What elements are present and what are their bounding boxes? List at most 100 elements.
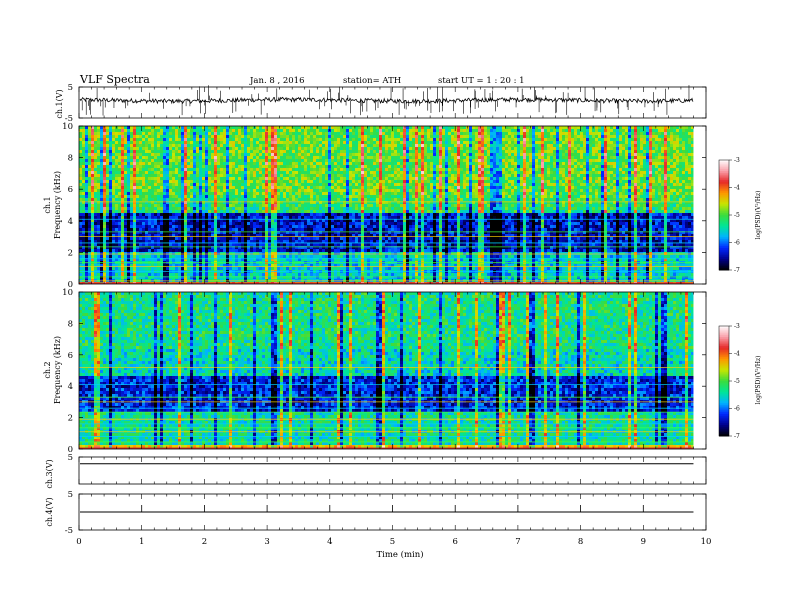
p2-cell — [361, 156, 364, 159]
p2-cell — [295, 168, 298, 171]
p2-cell — [301, 189, 304, 192]
p2-cell — [88, 135, 91, 138]
p2-cell — [625, 189, 628, 192]
p2-cell — [490, 141, 493, 144]
p2-cell — [568, 126, 571, 129]
p2-cell — [637, 168, 640, 171]
p2-cell — [145, 174, 148, 177]
p2-cell — [382, 192, 385, 195]
p2-cell — [574, 162, 577, 165]
p2-cell — [475, 174, 478, 177]
p2-cell — [340, 189, 343, 192]
p2-cell — [643, 129, 646, 132]
p2-cell — [619, 147, 622, 150]
p2-cell — [502, 159, 505, 162]
p2-cell — [307, 186, 310, 189]
p2-cell — [262, 186, 265, 189]
p2-cell — [628, 129, 631, 132]
p2-cell — [157, 165, 160, 168]
p2-cell — [601, 174, 604, 177]
p2-cell — [193, 165, 196, 168]
p2-cell — [160, 144, 163, 147]
p2-cell — [523, 189, 526, 192]
p2-cell — [217, 174, 220, 177]
p2-cell — [505, 132, 508, 135]
p2-cell — [253, 159, 256, 162]
p2-cell — [370, 147, 373, 150]
p2-cell — [400, 168, 403, 171]
p2-cell — [241, 159, 244, 162]
p2-cell — [343, 156, 346, 159]
p2-cell — [661, 153, 664, 156]
p2-cell — [460, 177, 463, 180]
p2-cell — [154, 183, 157, 186]
p2-cell — [598, 168, 601, 171]
p2-cell — [130, 186, 133, 189]
p2-cell — [532, 153, 535, 156]
p2-cell — [220, 147, 223, 150]
p2-cell — [97, 171, 100, 174]
p2-cell — [598, 156, 601, 159]
p2-cell — [391, 174, 394, 177]
p2-cell — [619, 192, 622, 195]
p2-cell — [376, 189, 379, 192]
p2-cell — [580, 192, 583, 195]
p2-cell — [169, 144, 172, 147]
p2-cell — [421, 168, 424, 171]
p2-cell — [250, 192, 253, 195]
p2-cell — [643, 141, 646, 144]
p2-cell — [418, 144, 421, 147]
p2-cell — [532, 129, 535, 132]
p2-cell — [199, 132, 202, 135]
p2-cell — [346, 162, 349, 165]
p2-cell — [508, 150, 511, 153]
p2-cell — [172, 177, 175, 180]
p2-cell — [580, 129, 583, 132]
p2-cell — [388, 177, 391, 180]
p2-cell — [493, 144, 496, 147]
p2-cell — [148, 174, 151, 177]
p2-cell — [550, 144, 553, 147]
p2-cell — [244, 153, 247, 156]
p2-cell — [202, 174, 205, 177]
p2-cell — [295, 186, 298, 189]
p2-cell — [436, 177, 439, 180]
p2-cell — [634, 180, 637, 183]
p2-cell — [631, 171, 634, 174]
p2-cell — [658, 150, 661, 153]
p2-cell — [457, 144, 460, 147]
p2-cell — [463, 129, 466, 132]
p2-cell — [541, 168, 544, 171]
p2-cell — [613, 192, 616, 195]
p2-cell — [577, 153, 580, 156]
p2-cell — [583, 156, 586, 159]
p2-cell — [226, 147, 229, 150]
p2-cell — [103, 138, 106, 141]
p2-cell — [106, 138, 109, 141]
p2-cell — [409, 168, 412, 171]
p2-cell — [322, 126, 325, 129]
p2-cell — [544, 132, 547, 135]
p2-cell — [163, 183, 166, 186]
p2-cell — [211, 141, 214, 144]
p2-cell — [331, 186, 334, 189]
p2-cell — [271, 168, 274, 171]
p2-cell — [448, 144, 451, 147]
p2-cell — [613, 168, 616, 171]
p2-cell — [466, 135, 469, 138]
p2-cell — [169, 141, 172, 144]
p2-cell — [490, 171, 493, 174]
p2-cell — [550, 162, 553, 165]
p2-cell — [601, 159, 604, 162]
p2-cell — [592, 162, 595, 165]
p2-cell — [91, 192, 94, 195]
p2-cell — [118, 129, 121, 132]
p2-cell — [277, 165, 280, 168]
p2-cell — [559, 144, 562, 147]
p2-cell — [559, 192, 562, 195]
p2-cell — [532, 192, 535, 195]
p2-cell — [316, 183, 319, 186]
p2-cell — [637, 138, 640, 141]
p2-cell — [304, 171, 307, 174]
p2-cell — [631, 180, 634, 183]
